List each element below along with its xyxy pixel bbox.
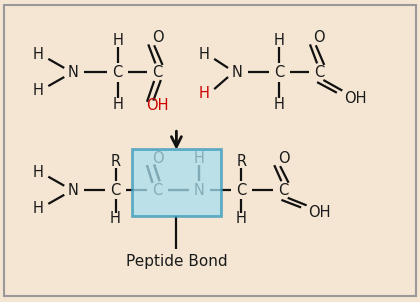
Text: H: H: [32, 83, 43, 98]
Text: C: C: [152, 183, 163, 198]
Text: N: N: [232, 65, 243, 80]
Text: C: C: [274, 65, 284, 80]
Text: Peptide Bond: Peptide Bond: [126, 254, 227, 269]
Text: O: O: [313, 30, 325, 45]
Text: N: N: [68, 65, 79, 80]
Text: O: O: [278, 151, 289, 166]
Text: R: R: [236, 154, 247, 169]
Text: H: H: [198, 86, 209, 101]
Text: H: H: [32, 201, 43, 216]
Text: C: C: [152, 65, 163, 80]
Text: H: H: [32, 165, 43, 180]
Text: H: H: [274, 33, 285, 48]
Text: H: H: [198, 47, 209, 62]
Text: OH: OH: [308, 205, 331, 220]
Text: C: C: [236, 183, 247, 198]
Text: O: O: [152, 151, 163, 166]
Text: OH: OH: [344, 91, 366, 106]
Text: R: R: [110, 154, 121, 169]
Text: H: H: [110, 211, 121, 226]
Text: H: H: [112, 97, 123, 112]
Text: N: N: [68, 183, 79, 198]
Text: H: H: [112, 33, 123, 48]
Text: C: C: [113, 65, 123, 80]
Text: H: H: [32, 47, 43, 62]
Text: H: H: [236, 211, 247, 226]
Text: H: H: [194, 151, 205, 166]
Text: C: C: [278, 183, 289, 198]
Text: OH: OH: [146, 98, 169, 113]
Text: N: N: [194, 183, 205, 198]
Text: H: H: [274, 97, 285, 112]
Text: C: C: [110, 183, 121, 198]
Bar: [132, 149, 220, 216]
Text: O: O: [152, 30, 163, 45]
Text: C: C: [314, 65, 324, 80]
